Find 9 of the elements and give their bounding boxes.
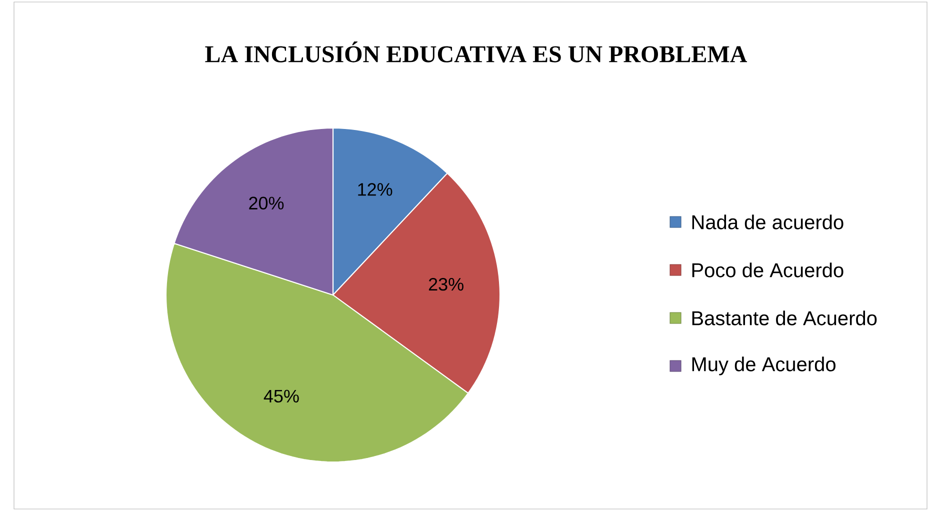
legend-label: Muy de Acuerdo [692, 356, 836, 376]
legend-label: Poco de Acuerdo [692, 262, 844, 278]
data-label: 12% [358, 183, 392, 196]
data-label: 45% [264, 390, 299, 403]
data-label: 20% [249, 196, 284, 210]
legend-label: Bastante de Acuerdo [692, 310, 877, 326]
chart-title: LA INCLUSIÓN EDUCATIVA ES UN PROBLEMA [205, 42, 748, 62]
data-label: 23% [428, 278, 464, 291]
legend-label: Nada de acuerdo [692, 214, 844, 230]
